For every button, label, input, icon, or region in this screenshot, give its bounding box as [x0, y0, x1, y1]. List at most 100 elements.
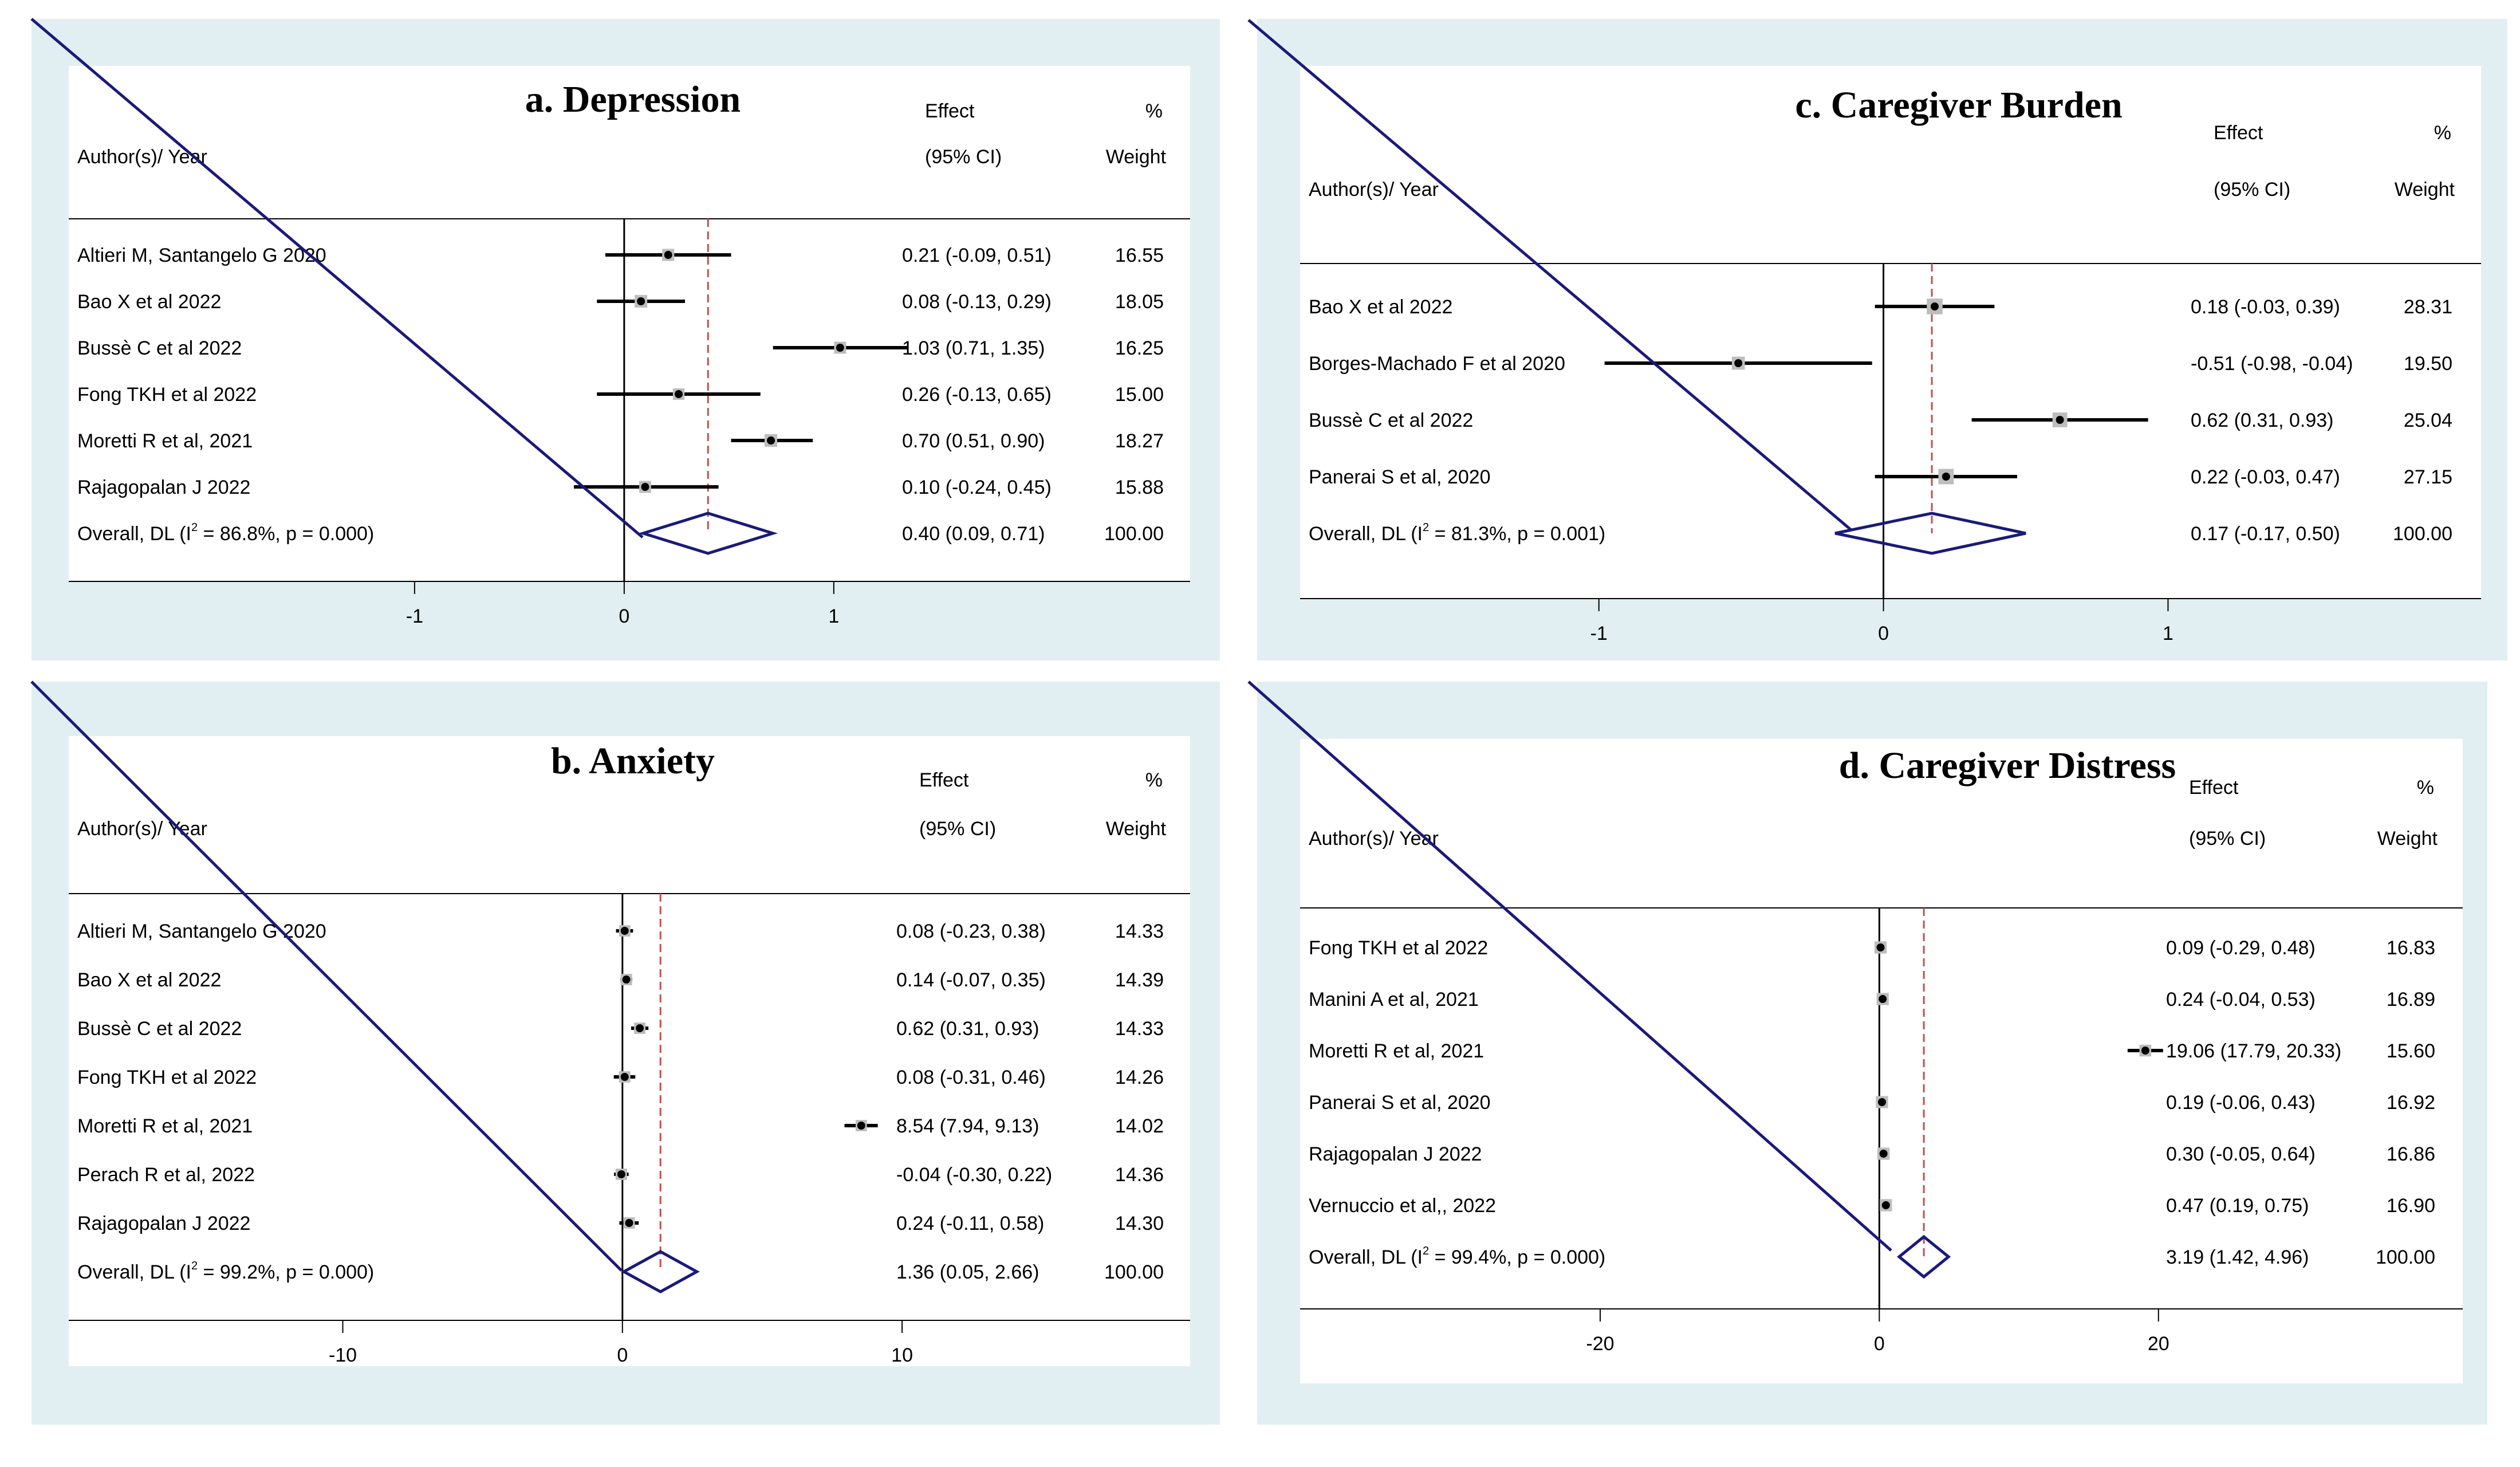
author-header: Author(s)/ Year: [1309, 179, 1439, 200]
study-point-estimate: [617, 1170, 625, 1178]
study-weight: 15.60: [2387, 1040, 2435, 1062]
study-effect-ci: 0.08 (-0.13, 0.29): [902, 291, 1052, 313]
weight-header: Weight: [2377, 828, 2438, 849]
panel-a-plot-area: [69, 66, 1190, 581]
study-point-estimate: [857, 1122, 865, 1130]
weight-header: Weight: [1106, 818, 1167, 840]
study-label: Fong TKH et al 2022: [77, 1067, 257, 1088]
study-label: Moretti R et al, 2021: [77, 1115, 253, 1137]
study-point-estimate: [1876, 943, 1885, 951]
study-point-estimate: [622, 976, 631, 984]
study-weight: 18.27: [1115, 430, 1164, 452]
study-weight: 16.83: [2387, 937, 2435, 959]
study-effect-ci: 0.24 (-0.04, 0.53): [2166, 989, 2316, 1010]
panel-b-plot-area: [69, 736, 1190, 1366]
study-label: Bao X et al 2022: [77, 291, 221, 313]
overall-weight: 100.00: [1104, 1261, 1164, 1283]
chart-title: b. Anxiety: [551, 740, 715, 782]
overall-effect-ci: 0.40 (0.09, 0.71): [902, 523, 1045, 545]
study-point-estimate: [2141, 1047, 2149, 1055]
study-effect-ci: 0.62 (0.31, 0.93): [2191, 410, 2334, 431]
overall-effect-ci: 1.36 (0.05, 2.66): [896, 1261, 1040, 1283]
forest-plot-caregiver-burden: c. Caregiver Burden Effect % Author(s)/ Yea…: [1247, 19, 2481, 644]
study-label: Fong TKH et al 2022: [77, 384, 257, 406]
overall-diamond: [1834, 512, 2026, 555]
study-label: Panerai S et al, 2020: [1309, 466, 1491, 488]
study-weight: 14.33: [1115, 921, 1164, 942]
x-tick-label: -1: [406, 605, 423, 627]
study-effect-ci: 0.09 (-0.29, 0.48): [2166, 937, 2316, 959]
chart-title: d. Caregiver Distress: [1839, 745, 2176, 786]
study-weight: 16.92: [2387, 1092, 2435, 1114]
chart-title: c. Caregiver Burden: [1795, 84, 2122, 126]
study-effect-ci: 0.10 (-0.24, 0.45): [902, 477, 1052, 498]
study-point-estimate: [1879, 1150, 1888, 1158]
ci-header: (95% CI): [2214, 179, 2290, 200]
study-effect-ci: -0.51 (-0.98, -0.04): [2191, 353, 2353, 375]
study-effect-ci: 0.47 (0.19, 0.75): [2166, 1195, 2309, 1217]
study-label: Manini A et al, 2021: [1309, 989, 1479, 1010]
chart-title: a. Depression: [525, 78, 741, 120]
study-point-estimate: [836, 344, 844, 352]
study-label: Altieri M, Santangelo G 2020: [77, 921, 326, 942]
overall-label: Overall, DL (I2 = 99.4%, p = 0.000): [1309, 1245, 1605, 1268]
effect-header: Effect: [919, 769, 969, 791]
study-label: Vernuccio et al,, 2022: [1309, 1195, 1496, 1217]
study-effect-ci: 0.08 (-0.23, 0.38): [896, 921, 1046, 942]
study-effect-ci: 0.22 (-0.03, 0.47): [2191, 466, 2340, 488]
study-point-estimate: [675, 390, 683, 398]
study-weight: 14.36: [1115, 1164, 1164, 1186]
study-label: Bussè C et al 2022: [77, 1018, 242, 1040]
study-label: Moretti R et al, 2021: [1309, 1040, 1484, 1062]
forest-plot-depression: a. Depression Effect % Author(s)/ Year (95% …: [30, 18, 1190, 627]
study-effect-ci: 8.54 (7.94, 9.13): [896, 1115, 1040, 1137]
x-tick-label: 0: [1874, 1333, 1885, 1355]
study-label: Fong TKH et al 2022: [1309, 937, 1488, 959]
overall-label: Overall, DL (I2 = 81.3%, p = 0.001): [1309, 521, 1605, 545]
effect-header: Effect: [2214, 122, 2263, 144]
percent-header: %: [2417, 777, 2434, 799]
overall-effect-ci: 3.19 (1.42, 4.96): [2166, 1246, 2309, 1268]
study-point-estimate: [625, 1219, 633, 1227]
study-weight: 14.02: [1115, 1115, 1164, 1137]
study-point-estimate: [1881, 1201, 1890, 1209]
study-label: Altieri M, Santangelo G 2020: [77, 245, 326, 266]
x-tick-label: 10: [891, 1344, 913, 1366]
study-label: Rajagopalan J 2022: [77, 477, 250, 498]
study-point-estimate: [1931, 302, 1939, 310]
overall-diamond: [621, 1250, 700, 1293]
study-label: Bussè C et al 2022: [77, 337, 242, 359]
x-tick-label: 0: [1878, 623, 1889, 644]
weight-header: Weight: [2395, 179, 2455, 200]
x-tick-label: -1: [1590, 623, 1608, 644]
x-tick-label: -10: [329, 1344, 357, 1366]
ci-header: (95% CI): [2189, 828, 2266, 849]
study-point-estimate: [620, 927, 629, 935]
study-weight: 25.04: [2404, 410, 2452, 431]
study-label: Bao X et al 2022: [1309, 296, 1452, 318]
overall-diamond: [1896, 1234, 1951, 1279]
diagonal-artifact-line: [30, 18, 644, 538]
study-weight: 19.50: [2404, 353, 2452, 375]
diagonal-artifact-line: [1247, 681, 1892, 1252]
study-point-estimate: [664, 251, 672, 259]
study-weight: 16.25: [1115, 337, 1164, 359]
study-weight: 14.26: [1115, 1067, 1164, 1088]
study-label: Bao X et al 2022: [77, 969, 221, 991]
study-weight: 15.00: [1115, 384, 1164, 406]
ci-header: (95% CI): [925, 146, 1002, 168]
study-weight: 16.89: [2387, 989, 2435, 1010]
study-point-estimate: [767, 436, 775, 445]
overall-weight: 100.00: [2376, 1246, 2435, 1268]
study-effect-ci: 1.03 (0.71, 1.35): [902, 337, 1045, 359]
overall-weight: 100.00: [2393, 523, 2452, 545]
study-label: Perach R et al, 2022: [77, 1164, 255, 1186]
study-point-estimate: [620, 1073, 629, 1081]
study-point-estimate: [1877, 1098, 1886, 1106]
study-point-estimate: [1879, 995, 1887, 1003]
overall-label: Overall, DL (I2 = 99.2%, p = 0.000): [77, 1260, 374, 1283]
study-weight: 27.15: [2404, 466, 2452, 488]
study-point-estimate: [1734, 359, 1743, 367]
